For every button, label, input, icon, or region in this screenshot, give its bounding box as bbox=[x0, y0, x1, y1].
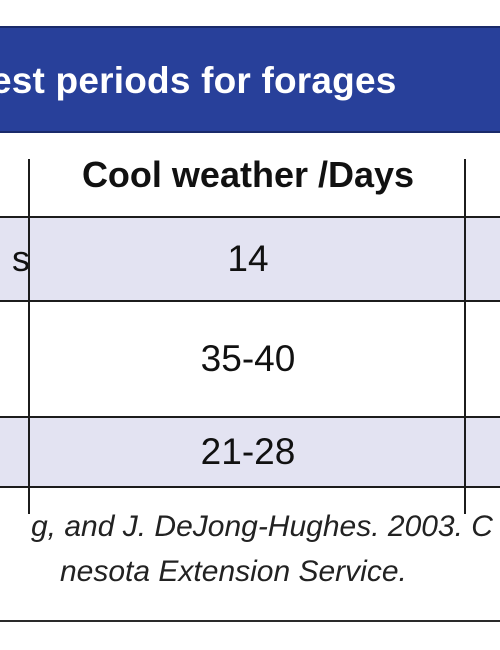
table-row: 35-40 bbox=[0, 302, 500, 418]
footnote-line-1: g, and J. DeJong-Hughes. 2003. C bbox=[31, 510, 493, 543]
forage-rest-table: est periods for forages Cool weather /Da… bbox=[0, 26, 500, 514]
row-label-cell: s bbox=[12, 238, 30, 279]
table-header-row: Cool weather /Days bbox=[0, 133, 500, 218]
bottom-rule bbox=[0, 620, 500, 622]
cool-weather-cell: 14 bbox=[227, 238, 269, 279]
cool-weather-cell: 35-40 bbox=[200, 338, 296, 379]
table-row: s 14 bbox=[0, 218, 500, 302]
table-row: 21-28 bbox=[0, 418, 500, 488]
cool-weather-cell: 21-28 bbox=[200, 431, 296, 472]
table-title: est periods for forages bbox=[0, 60, 397, 101]
footnote-line-2: nesota Extension Service. bbox=[60, 555, 407, 588]
column-divider-left bbox=[28, 159, 30, 514]
column-divider-right bbox=[464, 159, 466, 514]
header-cool-weather: Cool weather /Days bbox=[81, 153, 415, 195]
table-title-bar: est periods for forages bbox=[0, 26, 500, 133]
